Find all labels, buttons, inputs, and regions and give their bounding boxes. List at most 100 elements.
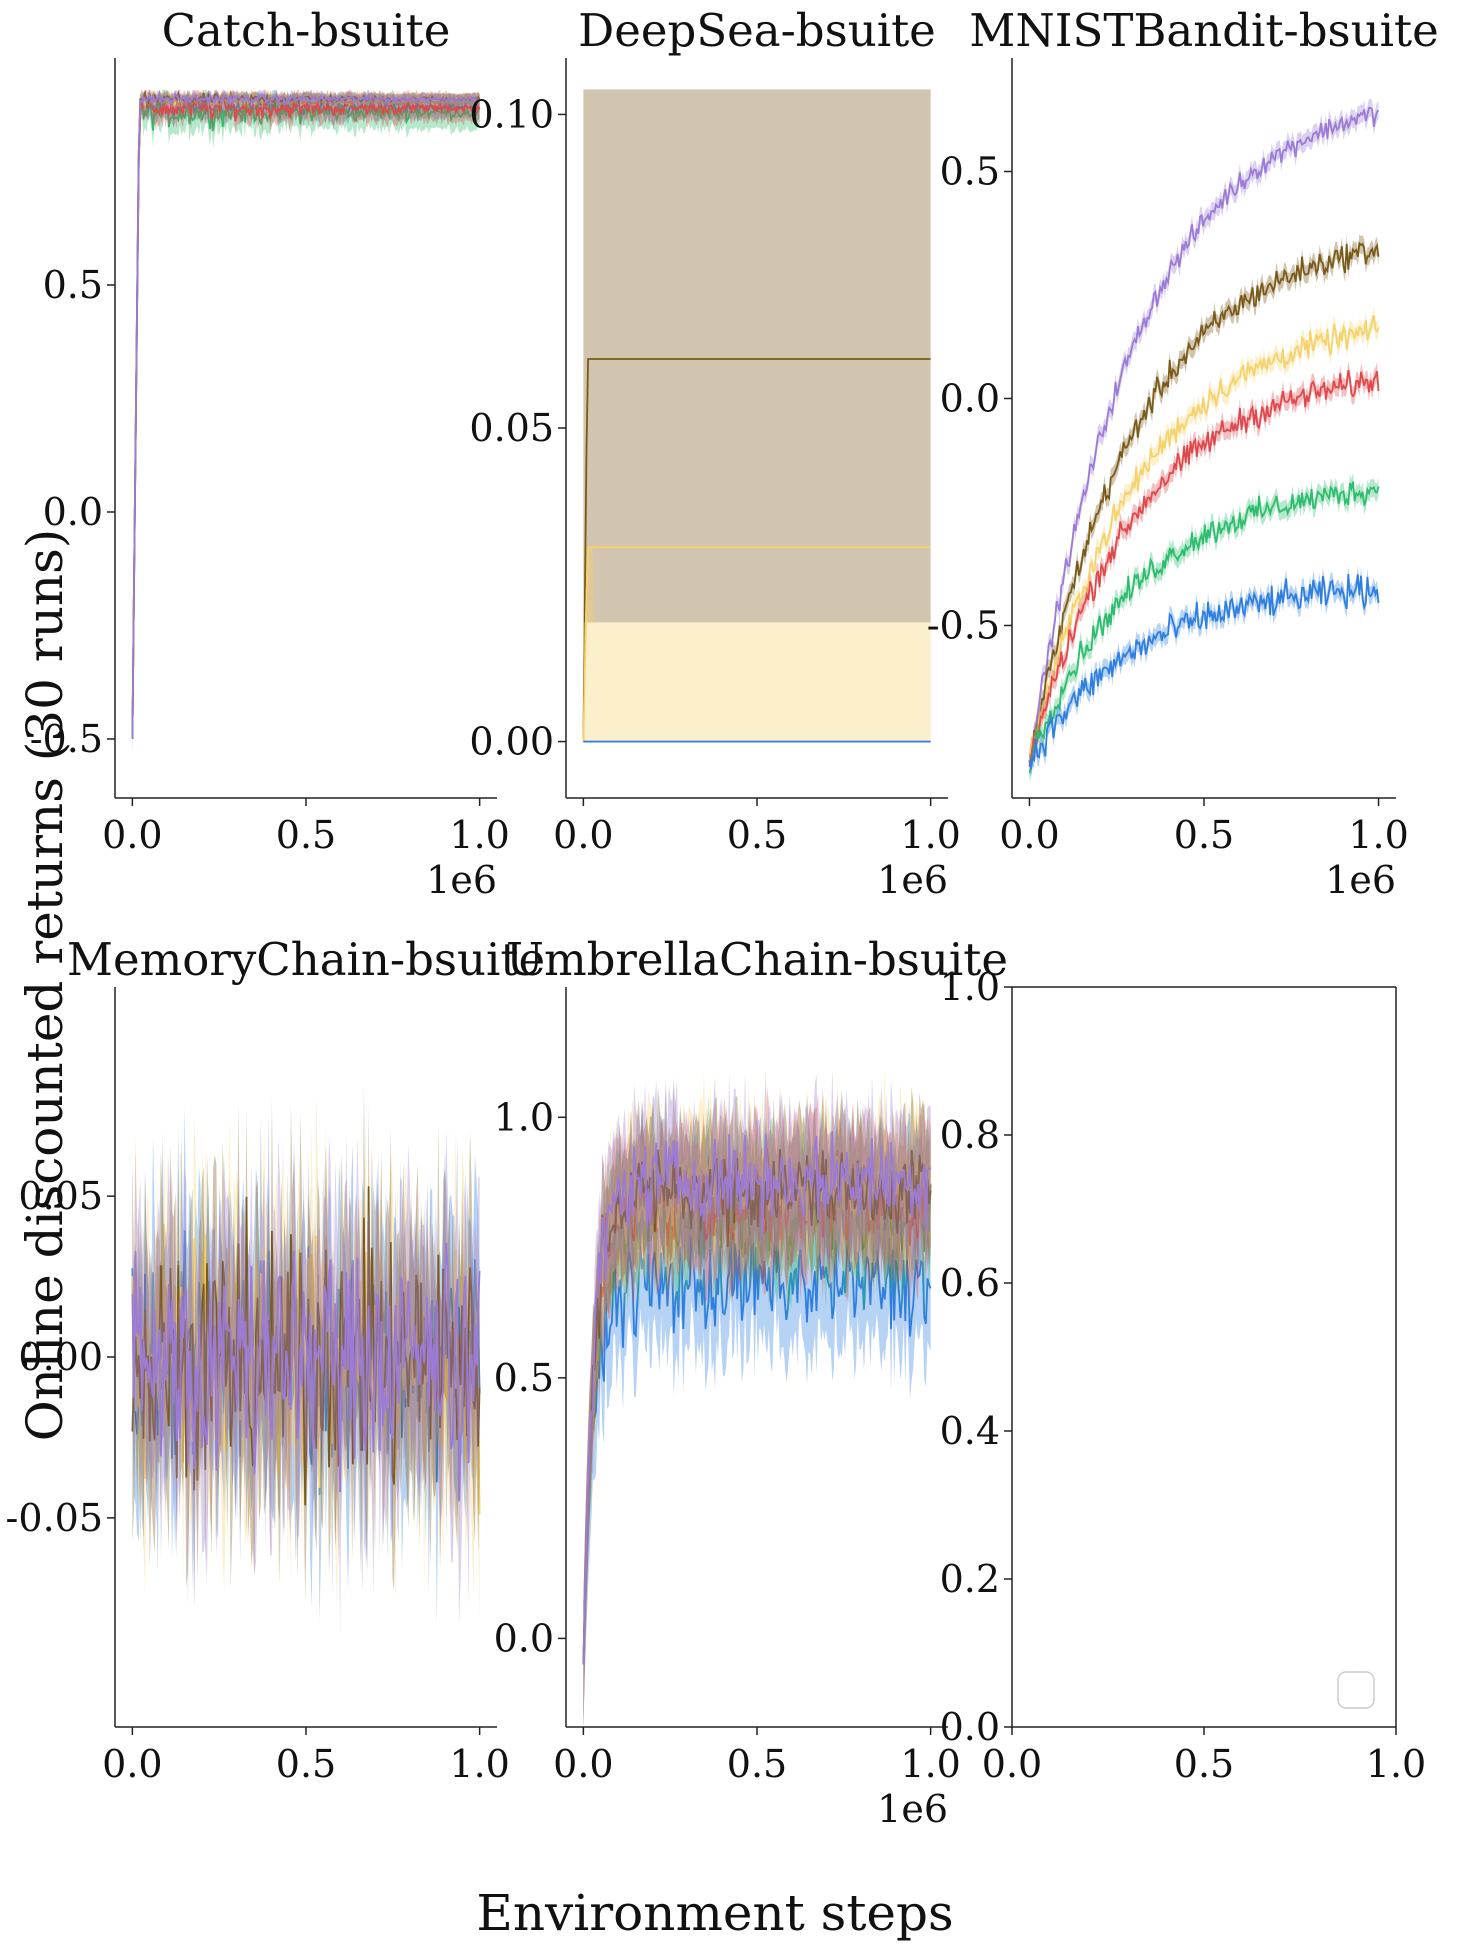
- line-yellow: [131, 89, 481, 740]
- plot-area: [1028, 98, 1380, 782]
- x-tick-label: 0.0: [553, 1742, 613, 1786]
- x-offset-label: 1e6: [1325, 858, 1396, 902]
- band-brown: [132, 89, 480, 745]
- x-tick-label: 0.0: [102, 1742, 162, 1786]
- series-purple: [131, 89, 480, 745]
- line-green: [131, 95, 481, 740]
- line-blue: [131, 97, 481, 740]
- x-offset-label: 1e6: [877, 858, 948, 902]
- x-tick-label: 0.0: [102, 813, 162, 857]
- x-tick-label: 0.5: [1174, 1742, 1234, 1786]
- series-brown: [1028, 234, 1380, 772]
- panel-1: 0.0 0.5 1.0 -0.5 0.0 0.5 1e6 Catch-bsuite: [30, 4, 510, 902]
- y-tick-label: 0.5: [494, 1356, 554, 1400]
- x-offset-label: 1e6: [877, 1787, 948, 1831]
- series-yellow: [1028, 306, 1380, 774]
- band-purple: [583, 1068, 931, 1727]
- panel-title: MNISTBandit-bsuite: [969, 4, 1438, 57]
- line-blue: [582, 1229, 932, 1665]
- x-tick-label: 1.0: [1348, 813, 1408, 857]
- line-brown: [582, 358, 931, 742]
- series-green: [1028, 472, 1380, 782]
- figure-xlabel: Environment steps: [476, 1884, 953, 1942]
- x-tick-label: 1.0: [1366, 1742, 1426, 1786]
- plot-area: [131, 89, 481, 756]
- series-blue: [131, 89, 481, 750]
- panel-6: 0.0 0.5 1.0 0.0 0.2 0.4 0.6 0.8 1.0: [940, 965, 1427, 1786]
- band-blue: [132, 89, 480, 750]
- band-purple: [132, 1130, 480, 1637]
- x-tick-label: 1.0: [900, 1742, 960, 1786]
- x-tick-label: 0.5: [1174, 813, 1234, 857]
- y-tick-label: -0.5: [30, 717, 103, 761]
- y-tick-label: 1.0: [494, 1095, 554, 1139]
- y-tick-label: 0.05: [18, 1174, 103, 1218]
- series-yellow: [131, 89, 481, 745]
- y-tick-label: 0.8: [940, 1113, 1000, 1157]
- y-tick-label: 1.0: [940, 965, 1000, 1009]
- panel-3: 0.0 0.5 1.0 -0.5 0.0 0.5 1e6 MNISTBandit-bsuite: [927, 4, 1439, 902]
- figure-ylabel: Online discounted returns (30 runs): [16, 529, 74, 1442]
- line-red: [131, 92, 481, 740]
- panel-title: DeepSea-bsuite: [578, 4, 936, 57]
- band-purple: [1029, 98, 1379, 775]
- y-tick-label: 0.0: [940, 376, 1000, 420]
- panel-title: MemoryChain-bsuite: [67, 933, 545, 986]
- line-purple: [131, 90, 480, 740]
- line-brown: [131, 1186, 481, 1506]
- y-tick-label: 0.0: [940, 1705, 1000, 1749]
- plot-area: [582, 1066, 932, 1727]
- line-yellow: [1028, 315, 1380, 765]
- x-tick-label: 1.0: [449, 813, 509, 857]
- series-brown: [582, 89, 931, 742]
- y-tick-label: 0.6: [940, 1261, 1000, 1305]
- legend-box: [1337, 1671, 1375, 1709]
- band-green: [132, 89, 480, 756]
- band-green: [1029, 472, 1379, 782]
- line-purple: [1028, 106, 1380, 766]
- band-brown: [1029, 234, 1379, 772]
- line-yellow: [582, 546, 931, 742]
- y-tick-label: 0.2: [940, 1557, 1000, 1601]
- y-tick-label: 0.0: [43, 490, 103, 534]
- x-tick-label: 1.0: [900, 813, 960, 857]
- band-brown: [583, 89, 931, 742]
- band-yellow: [132, 89, 480, 745]
- band-blue: [583, 1167, 931, 1727]
- band-brown: [583, 1086, 931, 1727]
- panels: 0.0 0.5 1.0 -0.5 0.0 0.5 1e6 Catch-bsuite 0.0 0.5…: [6, 4, 1439, 1831]
- y-tick-label: 0.10: [469, 92, 554, 136]
- x-tick-label: 0.5: [276, 813, 336, 857]
- series-green: [131, 89, 481, 756]
- band-yellow: [583, 1066, 931, 1727]
- plot-area: [131, 1082, 481, 1637]
- panel-2: 0.0 0.5 1.0 0.00 0.05 0.10 1e6 DeepSea-bsuite: [469, 4, 960, 902]
- line-purple: [582, 1130, 932, 1665]
- line-purple: [131, 1243, 481, 1502]
- panel-title: UmbrellaChain-bsuite: [506, 933, 1008, 986]
- series-purple: [1028, 98, 1380, 775]
- series-blue: [1028, 564, 1380, 779]
- x-tick-label: 0.0: [999, 813, 1059, 857]
- line-brown: [1028, 241, 1380, 763]
- y-tick-label: 0.05: [469, 406, 554, 450]
- y-tick-label: 0.0: [494, 1616, 554, 1660]
- band-yellow: [583, 547, 931, 742]
- plot-area: [582, 89, 931, 743]
- series-blue: [582, 1167, 932, 1727]
- y-tick-label: 0.5: [940, 149, 1000, 193]
- series-purple: [582, 1068, 932, 1727]
- y-tick-label: 0.5: [43, 263, 103, 307]
- series-purple: [131, 1130, 481, 1637]
- x-tick-label: 0.0: [553, 813, 613, 857]
- y-tick-label: 0.00: [469, 720, 554, 764]
- x-tick-label: 1.0: [449, 1742, 509, 1786]
- band-purple: [132, 89, 480, 745]
- line-green: [1028, 481, 1380, 774]
- y-tick-label: -0.05: [6, 1496, 103, 1540]
- y-tick-label: -0.5: [927, 603, 1000, 647]
- series-brown: [131, 89, 481, 745]
- x-tick-label: 0.0: [982, 1742, 1042, 1786]
- x-tick-label: 0.5: [727, 1742, 787, 1786]
